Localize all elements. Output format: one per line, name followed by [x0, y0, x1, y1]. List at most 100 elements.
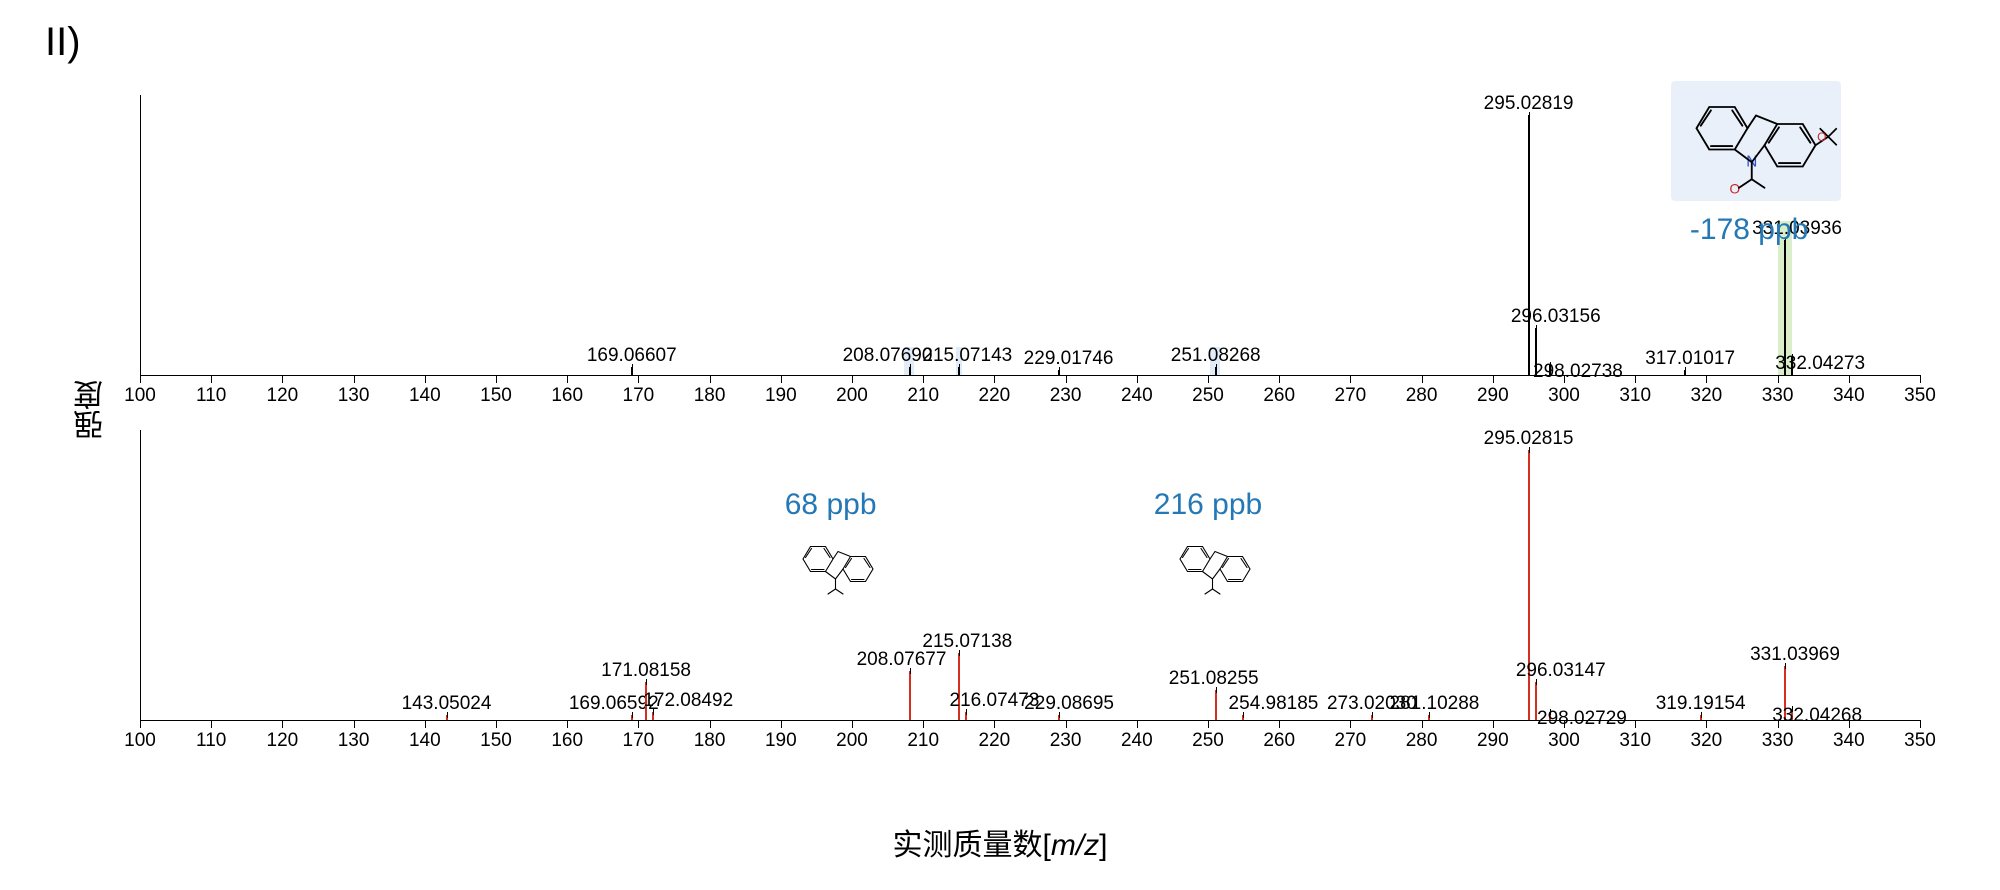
xaxis-tick-label: 210 [907, 385, 939, 407]
xaxis-tick [638, 720, 639, 728]
xaxis-tick-label: 220 [979, 730, 1011, 752]
xaxis-tick [852, 720, 853, 728]
peak-tick [1792, 354, 1793, 360]
mol-top: NOO [1671, 81, 1841, 201]
peak-tick [1243, 712, 1244, 718]
xaxis-tick [1350, 375, 1351, 383]
xaxis-tick [140, 720, 141, 728]
peak-tick [1792, 706, 1793, 712]
mol-b2-svg [1165, 529, 1265, 604]
xaxis-tick-label: 250 [1192, 385, 1224, 407]
peak-label: 296.03156 [1511, 306, 1601, 328]
xaxis-tick-label: 330 [1762, 385, 1794, 407]
xaxis-tick [567, 720, 568, 728]
xaxis-tick [1208, 375, 1209, 383]
xaxis-tick-label: 290 [1477, 730, 1509, 752]
peak-tick [1529, 447, 1530, 453]
peak-tick [959, 364, 960, 370]
peak-label: 215.07138 [922, 631, 1012, 653]
xaxis-tick [781, 720, 782, 728]
peak-label: 254.98185 [1229, 693, 1319, 715]
xaxis-tick [1635, 375, 1636, 383]
xaxis-tick-label: 200 [836, 385, 868, 407]
xaxis-tick-label: 350 [1904, 385, 1936, 407]
mol-b2 [1165, 529, 1265, 604]
xaxis-tick-label: 140 [409, 730, 441, 752]
mol-top-svg: NOO [1671, 81, 1841, 201]
xaxis-tick [1137, 375, 1138, 383]
xaxis-tick [354, 720, 355, 728]
xaxis-tick [282, 375, 283, 383]
peak-tick [1685, 367, 1686, 373]
xaxis-tick [638, 375, 639, 383]
xaxis-tick-label: 270 [1335, 385, 1367, 407]
panel-label: II) [45, 20, 81, 65]
xaxis-tick-label: 230 [1050, 730, 1082, 752]
xaxis-tick [1849, 375, 1850, 383]
peak-tick [632, 364, 633, 370]
xaxis-tick-label: 160 [551, 385, 583, 407]
xaxis-tick [1635, 720, 1636, 728]
ppb-annotation: -178 ppb [1690, 213, 1808, 247]
peak-tick [1785, 663, 1786, 669]
xaxis-tick [1778, 375, 1779, 383]
spectrum: 1001101201301401501601701801902002102202… [140, 95, 1920, 375]
peak-label: 215.07143 [922, 345, 1012, 367]
xaxis-tick-label: 260 [1263, 385, 1295, 407]
xaxis-tick [923, 720, 924, 728]
baseline [140, 375, 1920, 376]
spectrum-peak [1528, 115, 1530, 375]
spectrum-peak [909, 671, 911, 720]
xaxis-tick [140, 375, 141, 383]
peak-tick [1550, 709, 1551, 715]
xaxis-tick [1137, 720, 1138, 728]
xaxis-tick-label: 140 [409, 385, 441, 407]
xaxis-tick-label: 150 [480, 385, 512, 407]
peak-tick [910, 668, 911, 674]
xaxis-tick [1422, 375, 1423, 383]
peak-label: 208.07677 [857, 649, 947, 671]
xaxis-tick-label: 320 [1691, 385, 1723, 407]
xaxis-tick-label: 330 [1762, 730, 1794, 752]
xaxis-tick-label: 280 [1406, 385, 1438, 407]
mol-b1 [788, 529, 888, 604]
peak-tick [447, 712, 448, 718]
xaxis-tick-label: 130 [338, 385, 370, 407]
xaxis-tick-label: 340 [1833, 385, 1865, 407]
peak-tick [1529, 112, 1530, 118]
svg-text:O: O [1730, 182, 1741, 197]
xaxis-tick-label: 310 [1619, 730, 1651, 752]
xaxis-tick [781, 375, 782, 383]
xaxis-tick-label: 270 [1335, 730, 1367, 752]
xaxis-tick [354, 375, 355, 383]
peak-tick [959, 650, 960, 656]
peak-tick [646, 679, 647, 685]
peak-label: 208.07690 [843, 345, 933, 367]
peak-label: 331.03969 [1750, 644, 1840, 666]
peak-tick [1216, 687, 1217, 693]
xaxis-tick-label: 110 [196, 385, 226, 407]
xaxis-tick [852, 375, 853, 383]
peak-label: 172.08492 [643, 690, 733, 712]
peak-label: 281.10288 [1390, 693, 1480, 715]
xaxis-tick [710, 375, 711, 383]
peak-tick [1701, 712, 1702, 718]
xaxis-tick [567, 375, 568, 383]
yaxis-label: 强度 [70, 380, 114, 440]
xaxis-tick [282, 720, 283, 728]
xaxis-tick [425, 375, 426, 383]
mol-b1-svg [788, 529, 888, 604]
xaxis-tick [710, 720, 711, 728]
xaxis-tick [1066, 720, 1067, 728]
yaxis-line [140, 430, 141, 720]
xaxis-tick [1279, 720, 1280, 728]
xaxis-tick [1493, 375, 1494, 383]
peak-label: 229.08695 [1024, 693, 1114, 715]
xaxis-tick-label: 120 [267, 385, 299, 407]
xaxis-tick-label: 220 [979, 385, 1011, 407]
xaxis-tick-label: 280 [1406, 730, 1438, 752]
xaxis-tick-label: 300 [1548, 385, 1580, 407]
xaxis-tick-label: 290 [1477, 385, 1509, 407]
xaxis-tick [1208, 720, 1209, 728]
xaxis-tick-label: 300 [1548, 730, 1580, 752]
